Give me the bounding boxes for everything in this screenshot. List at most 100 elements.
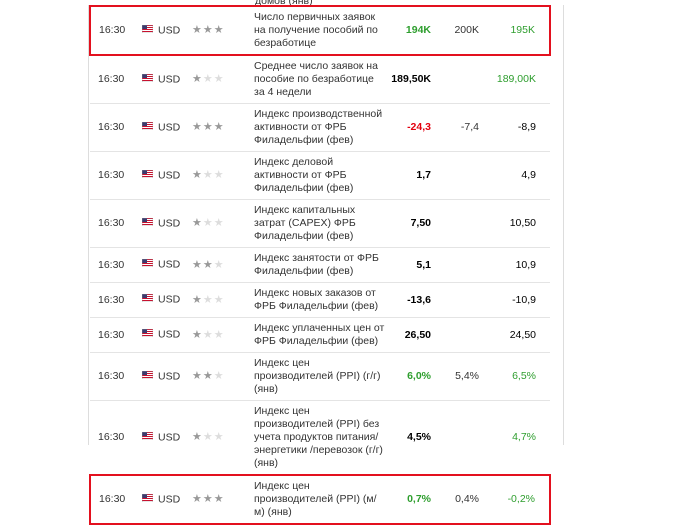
actual: 6,0% (387, 352, 433, 401)
currency-cell: USD (140, 352, 190, 401)
currency-cell: USD (140, 247, 190, 283)
event-name: Индекс занятости от ФРБ Филадельфии (фев… (252, 247, 387, 283)
currency: USD (158, 73, 181, 86)
star: ★ (192, 258, 202, 271)
currency: USD (158, 121, 181, 134)
star: ★ (192, 431, 202, 443)
event-name: Индекс капитальных затрат (CAPEX) ФРБ Фи… (252, 199, 387, 248)
actual: 189,50K (387, 54, 433, 104)
importance: ★★★ (190, 151, 252, 200)
currency: USD (158, 258, 181, 271)
flag-icon (141, 169, 154, 182)
time: 16:30 (89, 5, 140, 56)
importance: ★★★ (190, 5, 252, 56)
star: ★ (202, 431, 213, 443)
importance-stars: ★★★ (192, 24, 225, 36)
forecast: 0,4% (433, 474, 481, 525)
star: ★ (192, 217, 202, 229)
event-row: 16:30 USD ★★★ Индекс новых заказов от ФРБ Ф… (90, 282, 550, 318)
flag-icon (141, 370, 154, 383)
currency: USD (158, 370, 181, 383)
importance: ★★★ (190, 400, 252, 476)
flag-icon (141, 293, 154, 306)
importance-stars: ★★★ (192, 294, 225, 306)
star: ★ (213, 217, 224, 229)
currency-cell: USD (140, 151, 190, 200)
previous: 4,7% (481, 400, 550, 476)
currency-cell: USD (140, 5, 190, 56)
event-name: Индекс цен производителей (PPI) (г/г) (я… (252, 352, 387, 401)
importance-stars: ★★★ (192, 121, 225, 133)
time: 16:30 (90, 352, 140, 401)
flag-icon (141, 121, 154, 134)
time: 16:30 (90, 247, 140, 283)
event-name: Индекс цен производителей (PPI) без учет… (252, 400, 387, 476)
time: 16:30 (90, 199, 140, 248)
actual: 194K (387, 5, 433, 56)
importance-stars: ★★★ (192, 259, 225, 271)
importance-stars: ★★★ (192, 169, 225, 181)
event-name: Индекс новых заказов от ФРБ Филадельфии … (252, 282, 387, 318)
event-name: Среднее число заявок на пособие по безра… (252, 54, 387, 104)
previous: 189,00K (481, 54, 550, 104)
star: ★ (202, 73, 213, 85)
importance: ★★★ (190, 103, 252, 152)
actual: 7,50 (387, 199, 433, 248)
time: 16:30 (90, 282, 140, 318)
previous: -8,9 (481, 103, 550, 152)
star: ★ (192, 328, 202, 341)
forecast: -7,4 (433, 103, 481, 152)
star: ★ (213, 328, 224, 341)
star: ★ (202, 121, 213, 133)
event-name: Число первичных заявок на получение посо… (252, 5, 387, 56)
event-name: Индекс деловой активности от ФРБ Филадел… (252, 151, 387, 200)
event-name: Индекс уплаченных цен от ФРБ Филадельфии… (252, 317, 387, 353)
importance: ★★★ (190, 282, 252, 318)
currency-cell: USD (140, 474, 190, 525)
flag-icon (141, 217, 154, 230)
forecast (433, 151, 481, 200)
importance: ★★★ (190, 54, 252, 104)
currency: USD (158, 328, 181, 341)
actual: 26,50 (387, 317, 433, 353)
event-row: 16:30 USD ★★★ Индекс капитальных затрат (CA… (90, 199, 550, 248)
currency: USD (158, 293, 181, 306)
importance-stars: ★★★ (192, 431, 225, 443)
forecast (433, 317, 481, 353)
currency-cell: USD (140, 199, 190, 248)
star: ★ (192, 370, 202, 382)
page: домов (янв) 16:30 USD ★★★ Число первичных з… (88, 0, 564, 525)
currency: USD (158, 24, 181, 37)
star: ★ (202, 328, 213, 341)
star: ★ (213, 493, 224, 505)
star: ★ (213, 293, 224, 306)
importance: ★★★ (190, 199, 252, 248)
importance-stars: ★★★ (192, 493, 225, 505)
time: 16:30 (90, 54, 140, 104)
actual: -13,6 (387, 282, 433, 318)
star: ★ (202, 217, 213, 229)
event-row: 16:30 USD ★★★ Индекс деловой активности от … (90, 151, 550, 200)
event-row: 16:30 USD ★★★ Число первичных заявок на пол… (89, 5, 551, 56)
actual: 1,7 (387, 151, 433, 200)
star: ★ (192, 169, 202, 181)
currency: USD (158, 217, 181, 230)
event-name: Индекс цен производителей (PPI) (м/м) (я… (252, 474, 387, 525)
forecast (433, 400, 481, 476)
time: 16:30 (90, 103, 140, 152)
star: ★ (213, 258, 224, 271)
currency-cell: USD (140, 54, 190, 104)
event-row: 16:30 USD ★★★ Индекс цен производителей (PP… (90, 400, 550, 476)
star: ★ (202, 24, 213, 36)
currency-cell: USD (140, 400, 190, 476)
row-fragment: домов (янв) (255, 0, 313, 7)
flag-icon (141, 328, 154, 341)
event-row: 16:30 USD ★★★ Индекс уплаченных цен от ФРБ … (90, 317, 550, 353)
importance-stars: ★★★ (192, 329, 225, 341)
importance: ★★★ (190, 352, 252, 401)
star: ★ (213, 370, 224, 382)
forecast: 5,4% (433, 352, 481, 401)
flag-icon (141, 73, 154, 86)
flag-icon (141, 24, 154, 37)
forecast (433, 247, 481, 283)
